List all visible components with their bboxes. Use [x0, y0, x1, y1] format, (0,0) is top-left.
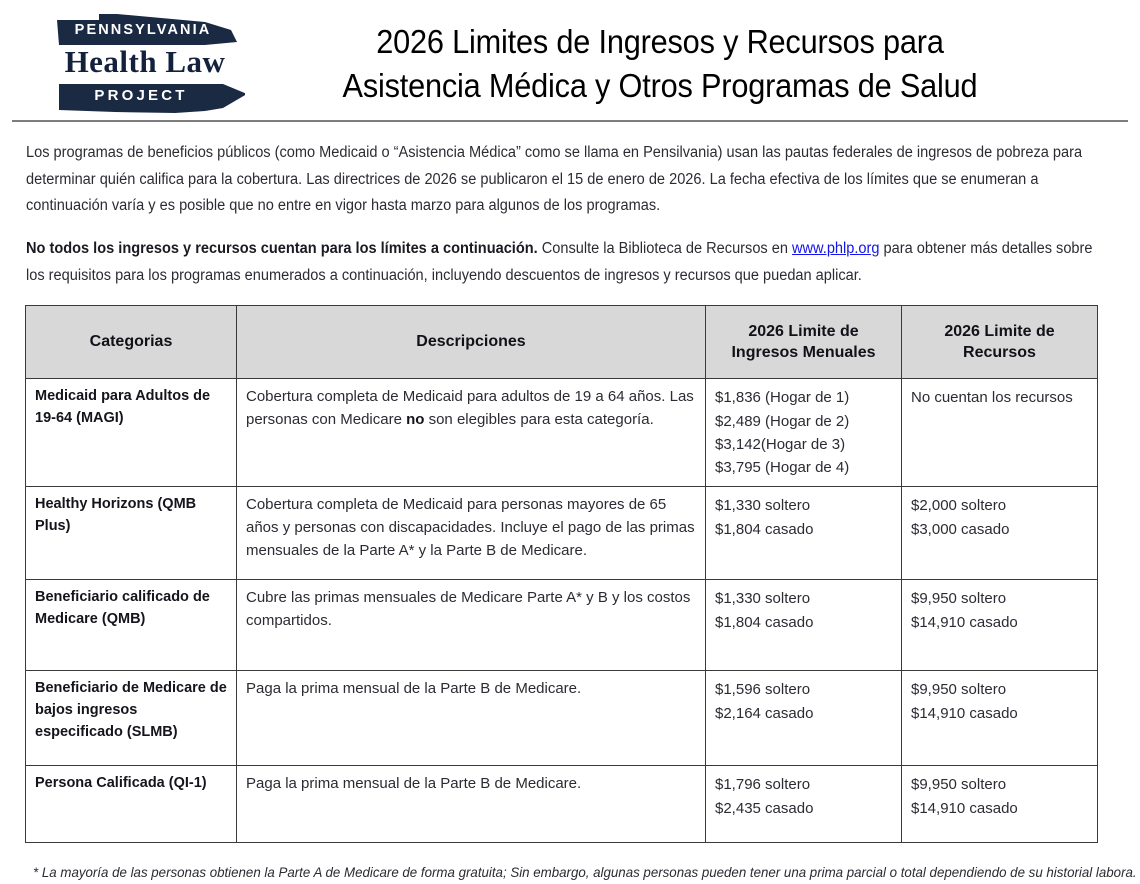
column-header-ingresos-line2: Ingresos Menuales: [731, 344, 876, 362]
row-description-pre: Paga la prima mensual de la Parte B de M…: [246, 775, 582, 793]
intro-section: Los programas de beneficios públicos (co…: [0, 140, 1140, 289]
row-income-limit: $1,796 soltero $2,435 casado: [705, 765, 902, 844]
logo-text-healthlaw: Health Law: [64, 44, 226, 79]
phlp-website-link[interactable]: www.phlp.org: [792, 239, 880, 257]
limits-table-container: Categorias Descripciones 2026 Limite de …: [25, 305, 1098, 844]
row-description: Paga la prima mensual de la Parte B de M…: [236, 670, 706, 767]
row-income-limit: $1,330 soltero $1,804 casado: [705, 579, 902, 672]
logo-text-project: PROJECT: [94, 87, 188, 104]
row-description: Cobertura completa de Medicaid para pers…: [236, 486, 706, 581]
table-row: Medicaid para Adultos de 19-64 (MAGI) Co…: [25, 378, 1098, 488]
row-income-limit: $1,596 soltero $2,164 casado: [705, 670, 902, 767]
row-resource-limit: No cuentan los recursos: [901, 378, 1098, 488]
row-description-emphasis: no: [406, 411, 425, 429]
row-description-pre: Paga la prima mensual de la Parte B de M…: [246, 680, 582, 698]
row-category: Persona Calificada (QI-1): [25, 765, 237, 844]
intro-paragraph-2: No todos los ingresos y recursos cuentan…: [26, 236, 1110, 289]
logo-container: PENNSYLVANIA Health Law PROJECT: [0, 6, 250, 116]
header-divider: [12, 120, 1128, 122]
table-header-row: Categorias Descripciones 2026 Limite de …: [25, 305, 1098, 380]
page-title-line-2: Asistencia Médica y Otros Programas de S…: [342, 66, 978, 104]
row-description: Cobertura completa de Medicaid para adul…: [236, 378, 706, 488]
intro-paragraph-1: Los programas de beneficios públicos (co…: [26, 144, 1083, 215]
column-header-ingresos: 2026 Limite de Ingresos Menuales: [705, 305, 902, 380]
intro-paragraph-2-mid: Consulte la Biblioteca de Recursos en: [537, 239, 793, 257]
column-header-recursos-line2: Recursos: [963, 344, 1036, 362]
logo-text-pennsylvania: PENNSYLVANIA: [74, 22, 212, 38]
row-category: Beneficiario de Medicare de bajos ingres…: [25, 670, 237, 767]
row-description-pre: Cobertura completa de Medicaid para pers…: [246, 496, 695, 559]
row-category: Medicaid para Adultos de 19-64 (MAGI): [25, 378, 237, 488]
footnote-text: * La mayoría de las personas obtienen la…: [33, 864, 1137, 881]
column-header-recursos-line1: 2026 Limite de: [944, 322, 1055, 340]
row-income-limit: $1,330 soltero $1,804 casado: [705, 486, 902, 581]
row-resource-limit: $9,950 soltero $14,910 casado: [901, 765, 1098, 844]
row-description: Paga la prima mensual de la Parte B de M…: [236, 765, 706, 844]
column-header-recursos: 2026 Limite de Recursos: [901, 305, 1098, 380]
table-row: Beneficiario calificado de Medicare (QMB…: [25, 579, 1098, 672]
row-category: Beneficiario calificado de Medicare (QMB…: [25, 579, 237, 672]
row-income-limit: $1,836 (Hogar de 1) $2,489 (Hogar de 2) …: [705, 378, 902, 488]
row-resource-limit: $9,950 soltero $14,910 casado: [901, 579, 1098, 672]
table-row: Healthy Horizons (QMB Plus) Cobertura co…: [25, 486, 1098, 581]
pennsylvania-state-outline-icon: [57, 14, 245, 113]
intro-paragraph-2-end: para obtener más detalles sobre los requ…: [26, 239, 1093, 284]
table-row: Beneficiario de Medicare de bajos ingres…: [25, 670, 1098, 767]
column-header-descripciones: Descripciones: [236, 305, 706, 380]
row-description-pre: Cobertura completa de Medicaid para adul…: [246, 388, 694, 429]
row-resource-limit: $2,000 soltero $3,000 casado: [901, 486, 1098, 581]
income-resource-limits-table: Categorias Descripciones 2026 Limite de …: [25, 305, 1098, 844]
row-description: Cubre las primas mensuales de Medicare P…: [236, 579, 706, 672]
row-resource-limit: $9,950 soltero $14,910 casado: [901, 670, 1098, 767]
page-title: 2026 Limites de Ingresos y Recursos para…: [250, 6, 1140, 107]
table-body: Medicaid para Adultos de 19-64 (MAGI) Co…: [25, 378, 1098, 844]
row-description-post: son elegibles para esta categoría.: [424, 411, 654, 429]
intro-paragraph-2-bold: No todos los ingresos y recursos cuentan…: [26, 239, 538, 257]
row-category: Healthy Horizons (QMB Plus): [25, 486, 237, 581]
column-header-ingresos-line1: 2026 Limite de: [748, 322, 859, 340]
table-header: Categorias Descripciones 2026 Limite de …: [25, 305, 1098, 380]
row-description-pre: Cubre las primas mensuales de Medicare P…: [246, 589, 691, 630]
table-row: Persona Calificada (QI-1) Paga la prima …: [25, 765, 1098, 844]
column-header-categorias: Categorias: [25, 305, 237, 380]
phlp-logo: PENNSYLVANIA Health Law PROJECT: [55, 12, 245, 116]
document-header: PENNSYLVANIA Health Law PROJECT 2026 Lim…: [0, 0, 1140, 118]
page-title-line-1: 2026 Limites de Ingresos y Recursos para: [376, 23, 944, 60]
